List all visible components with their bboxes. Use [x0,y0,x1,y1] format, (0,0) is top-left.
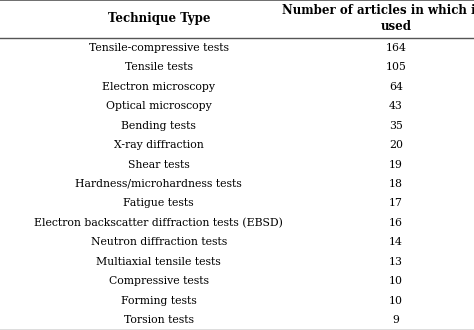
Text: 64: 64 [389,82,403,92]
Text: 18: 18 [389,179,403,189]
Text: 10: 10 [389,296,403,306]
Text: 164: 164 [385,43,406,53]
Text: 10: 10 [389,276,403,286]
Text: 14: 14 [389,237,403,248]
Text: 20: 20 [389,140,403,150]
Text: Bending tests: Bending tests [121,120,196,131]
Text: Technique Type: Technique Type [108,13,210,25]
Text: 13: 13 [389,257,403,267]
Text: Electron microscopy: Electron microscopy [102,82,215,92]
Text: 17: 17 [389,198,403,209]
Text: Hardness/microhardness tests: Hardness/microhardness tests [75,179,242,189]
Text: Number of articles in which it was
used: Number of articles in which it was used [282,5,474,33]
Text: Torsion tests: Torsion tests [124,315,194,325]
Text: Shear tests: Shear tests [128,159,190,170]
Text: Forming tests: Forming tests [121,296,197,306]
Text: 43: 43 [389,101,403,111]
Text: 9: 9 [392,315,399,325]
Text: Fatigue tests: Fatigue tests [124,198,194,209]
Text: Multiaxial tensile tests: Multiaxial tensile tests [96,257,221,267]
Text: Tensile tests: Tensile tests [125,62,193,72]
Text: Tensile-compressive tests: Tensile-compressive tests [89,43,229,53]
Text: X-ray diffraction: X-ray diffraction [114,140,204,150]
Text: 19: 19 [389,159,403,170]
Text: 16: 16 [389,218,403,228]
Text: Neutron diffraction tests: Neutron diffraction tests [91,237,227,248]
Text: 35: 35 [389,120,403,131]
Text: Compressive tests: Compressive tests [109,276,209,286]
Text: 105: 105 [385,62,406,72]
Text: Electron backscatter diffraction tests (EBSD): Electron backscatter diffraction tests (… [34,218,283,228]
Text: Optical microscopy: Optical microscopy [106,101,212,111]
